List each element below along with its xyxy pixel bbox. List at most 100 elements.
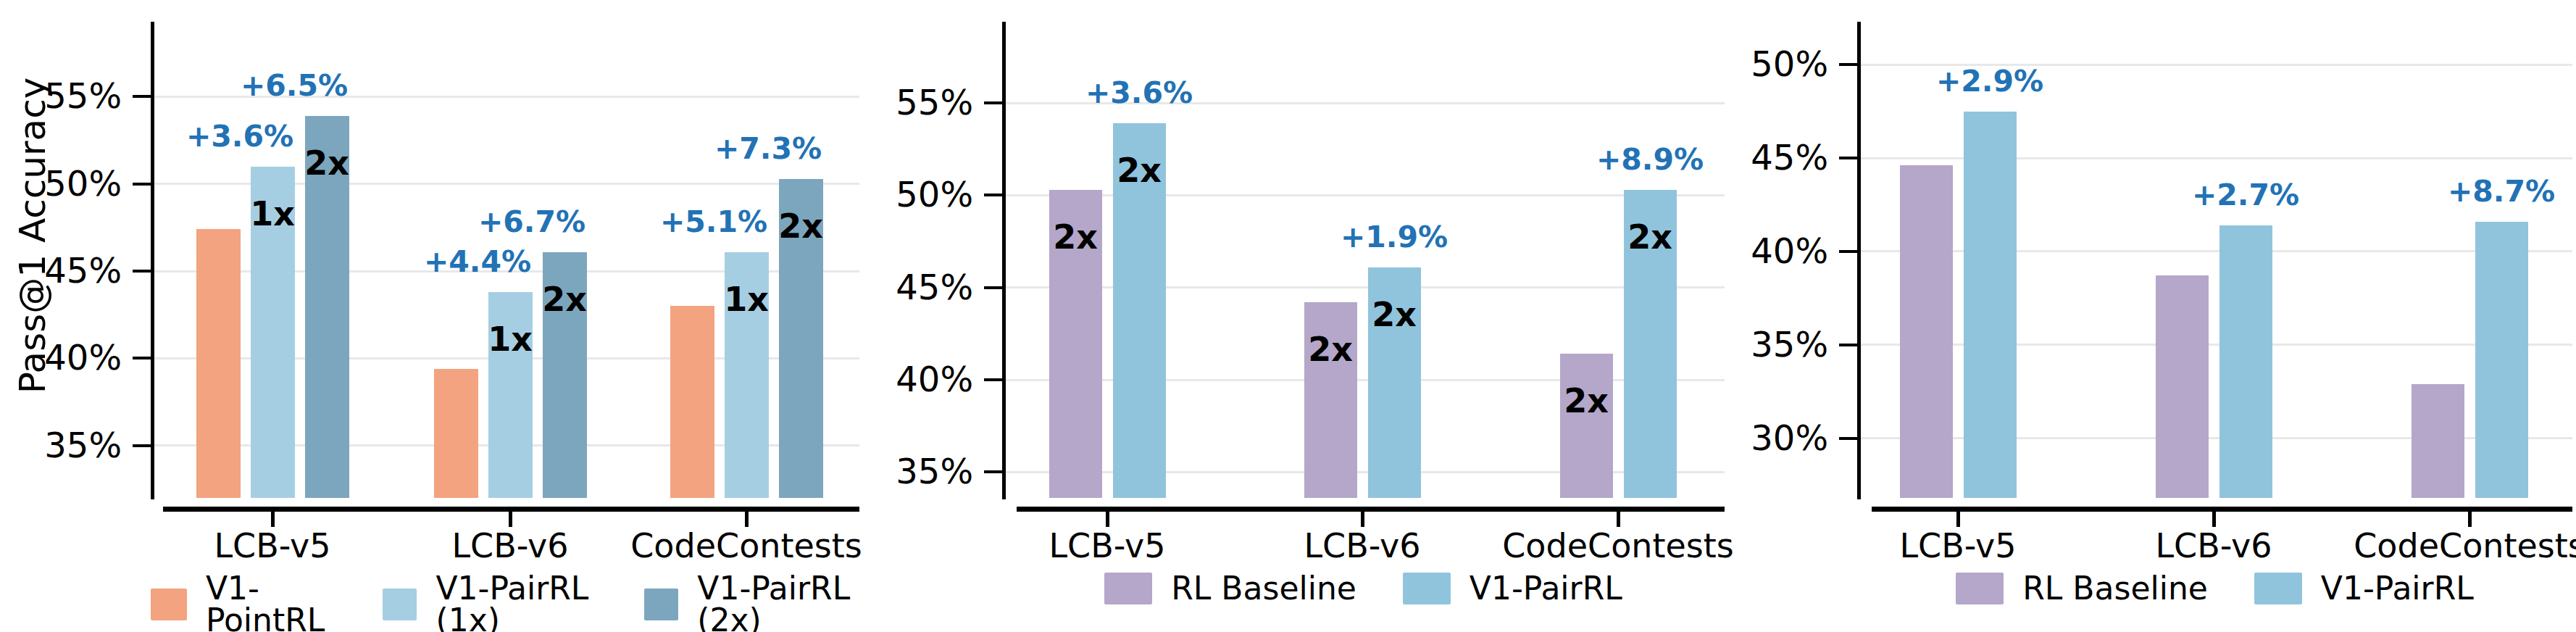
legend-swatch (383, 589, 417, 620)
y-tick-mark (133, 270, 151, 273)
x-tick-label: CodeContests (587, 528, 906, 565)
legend-swatch (1956, 573, 2004, 604)
bar (2219, 225, 2272, 498)
gain-annotation: +6.5% (186, 71, 403, 101)
bar (2475, 222, 2528, 498)
x-axis-line (163, 507, 859, 512)
legend-swatch (151, 589, 187, 620)
legend-item: RL Baseline (1104, 573, 1356, 604)
legend-swatch (644, 589, 678, 620)
bar (1964, 112, 2017, 498)
gain-annotation: +2.7% (2137, 180, 2354, 210)
y-gridline (1002, 286, 1725, 288)
y-tick-label: 50% (6, 165, 122, 203)
legend-item: V1-PairRL (1x) (383, 573, 598, 632)
legend-swatch (2254, 573, 2302, 604)
legend-label: V1-PointRL (206, 573, 336, 632)
y-tick-label: 40% (1712, 232, 1828, 270)
y-axis-spine (151, 22, 154, 499)
y-tick-mark (133, 357, 151, 359)
y-tick-label: 45% (1712, 138, 1828, 177)
bar (1560, 354, 1613, 498)
y-tick-label: 35% (857, 452, 973, 491)
legend-item: V1-PairRL (2x) (644, 573, 859, 632)
bar (434, 369, 478, 498)
x-tick-mark (509, 512, 512, 527)
gain-annotation: +3.6% (1030, 78, 1248, 108)
y-tick-mark (1839, 63, 1857, 66)
y-tick-mark (133, 95, 151, 98)
bar (670, 306, 714, 498)
legend-swatch (1104, 573, 1152, 604)
legend: RL Baseline V1-PairRL (1857, 573, 2572, 604)
x-axis-line (1017, 507, 1725, 512)
x-tick-mark (1106, 512, 1109, 527)
bar-value-label: 2x (514, 283, 616, 316)
bar-value-label: 2x (1339, 298, 1450, 331)
legend-label: V1-PairRL (1470, 573, 1622, 604)
y-tick-label: 30% (1712, 419, 1828, 457)
legend-item: V1-PairRL (2254, 573, 2474, 604)
y-tick-mark (1839, 157, 1857, 159)
bar-value-label: 2x (750, 209, 852, 243)
figure: Pass@1 Accuracy 35%40%45%50%55%LCB-v5LCB… (0, 0, 2576, 632)
legend: RL Baseline V1-PairRL (1002, 573, 1725, 604)
x-tick-label: CodeContests (2310, 528, 2576, 565)
legend-item: V1-PointRL (151, 573, 336, 632)
y-tick-mark (133, 444, 151, 447)
x-axis-line (1872, 507, 2572, 512)
y-axis-spine (1857, 22, 1861, 499)
bar (1900, 165, 1953, 498)
y-tick-mark (984, 470, 1002, 473)
x-tick-mark (1361, 512, 1364, 527)
y-tick-mark (984, 101, 1002, 104)
x-tick-mark (271, 512, 275, 527)
legend: V1-PointRL V1-PairRL (1x) V1-PairRL (2x) (151, 573, 859, 632)
y-tick-label: 50% (1712, 45, 1828, 83)
legend-label: V1-PairRL (2x) (697, 573, 859, 632)
gain-annotation: +7.3% (659, 134, 877, 164)
y-tick-label: 35% (1712, 325, 1828, 364)
y-tick-mark (984, 194, 1002, 196)
y-gridline (1002, 194, 1725, 196)
legend-label: RL Baseline (1171, 573, 1356, 604)
bar-value-label: 2x (1595, 220, 1706, 254)
y-tick-label: 55% (857, 83, 973, 122)
legend-swatch (1403, 573, 1451, 604)
gain-annotation: +1.9% (1285, 223, 1503, 252)
y-tick-mark (984, 286, 1002, 289)
gain-annotation: +8.7% (2393, 177, 2576, 207)
x-tick-label: CodeContests (1459, 528, 1777, 565)
y-tick-label: 50% (857, 175, 973, 214)
legend-label: RL Baseline (2022, 573, 2208, 604)
bar (2156, 275, 2209, 498)
gain-annotation: +6.7% (423, 207, 641, 237)
x-tick-mark (2468, 512, 2472, 527)
x-tick-mark (1617, 512, 1620, 527)
y-tick-label: 35% (6, 426, 122, 465)
y-tick-mark (133, 183, 151, 186)
gain-annotation: +2.9% (1881, 67, 2098, 96)
y-tick-label: 40% (6, 338, 122, 377)
y-tick-mark (984, 378, 1002, 381)
bar-value-label: 2x (1084, 154, 1195, 187)
bar (196, 229, 241, 498)
y-tick-mark (1839, 344, 1857, 346)
y-gridline (1002, 471, 1725, 473)
y-tick-label: 55% (6, 77, 122, 115)
y-tick-mark (1839, 437, 1857, 440)
x-tick-mark (745, 512, 749, 527)
y-tick-label: 40% (857, 360, 973, 399)
legend-item: RL Baseline (1956, 573, 2208, 604)
bar (2412, 384, 2464, 498)
y-axis-spine (1002, 22, 1006, 499)
legend-label: V1-PairRL (2321, 573, 2474, 604)
x-tick-mark (1956, 512, 1960, 527)
y-tick-label: 45% (6, 251, 122, 290)
bar-value-label: 2x (276, 146, 378, 180)
legend-item: V1-PairRL (1403, 573, 1622, 604)
legend-label: V1-PairRL (1x) (435, 573, 598, 632)
y-gridline (1002, 379, 1725, 381)
y-tick-mark (1839, 250, 1857, 253)
y-tick-label: 45% (857, 268, 973, 307)
